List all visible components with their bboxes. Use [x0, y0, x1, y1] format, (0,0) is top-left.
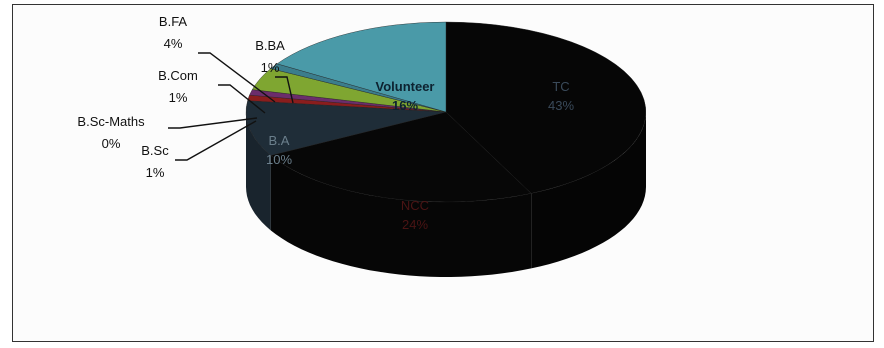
slice-percent-tc: 43% — [548, 98, 574, 113]
slice-label-volunteer: Volunteer — [376, 79, 435, 94]
chart-frame: TC 43% NCC 24% B.A 10% B.Sc 1% B.Sc-Maths 0% B.Com… — [12, 4, 874, 342]
slice-percent-ncc: 24% — [402, 217, 428, 232]
slice-label-b-com: B.Com — [158, 68, 198, 83]
slice-label-b-ba: B.BA — [255, 38, 285, 53]
slice-label-tc: TC — [552, 79, 569, 94]
pie-slice-tc — [445, 21, 647, 194]
pie-slice-ncc — [270, 111, 532, 203]
slice-label-b-sc: B.Sc — [141, 143, 169, 158]
leader-line-b-ba — [275, 76, 294, 104]
slice-percent-b-sc-maths: 0% — [102, 136, 121, 151]
slice-label-b-fa: B.FA — [159, 14, 188, 29]
pie-side-tc — [531, 112, 646, 269]
pie-side-b-a — [246, 112, 271, 231]
pie-chart: TC 43% NCC 24% B.A 10% B.Sc 1% B.Sc-Maths 0% B.Com… — [77, 14, 647, 277]
leader-line-b-com — [218, 84, 266, 114]
pie-side-ncc — [270, 155, 532, 277]
slice-label-b-a: B.A — [269, 133, 290, 148]
pie-slice-volunteer — [276, 21, 447, 113]
slice-percent-b-sc: 1% — [146, 165, 165, 180]
leader-line-b-fa — [198, 52, 276, 103]
slice-percent-b-a: 10% — [266, 152, 292, 167]
leader-line-b-sc-maths — [168, 117, 258, 129]
slice-percent-volunteer: 16% — [392, 98, 418, 113]
slice-percent-b-fa: 4% — [164, 36, 183, 51]
slice-label-b-sc-maths: B.Sc-Maths — [77, 114, 145, 129]
slice-label-ncc: NCC — [401, 198, 429, 213]
slice-percent-b-com: 1% — [169, 90, 188, 105]
slice-percent-b-ba: 1% — [261, 60, 280, 75]
leader-line-b-sc — [175, 120, 257, 161]
pie-slice-b-a — [245, 100, 447, 156]
